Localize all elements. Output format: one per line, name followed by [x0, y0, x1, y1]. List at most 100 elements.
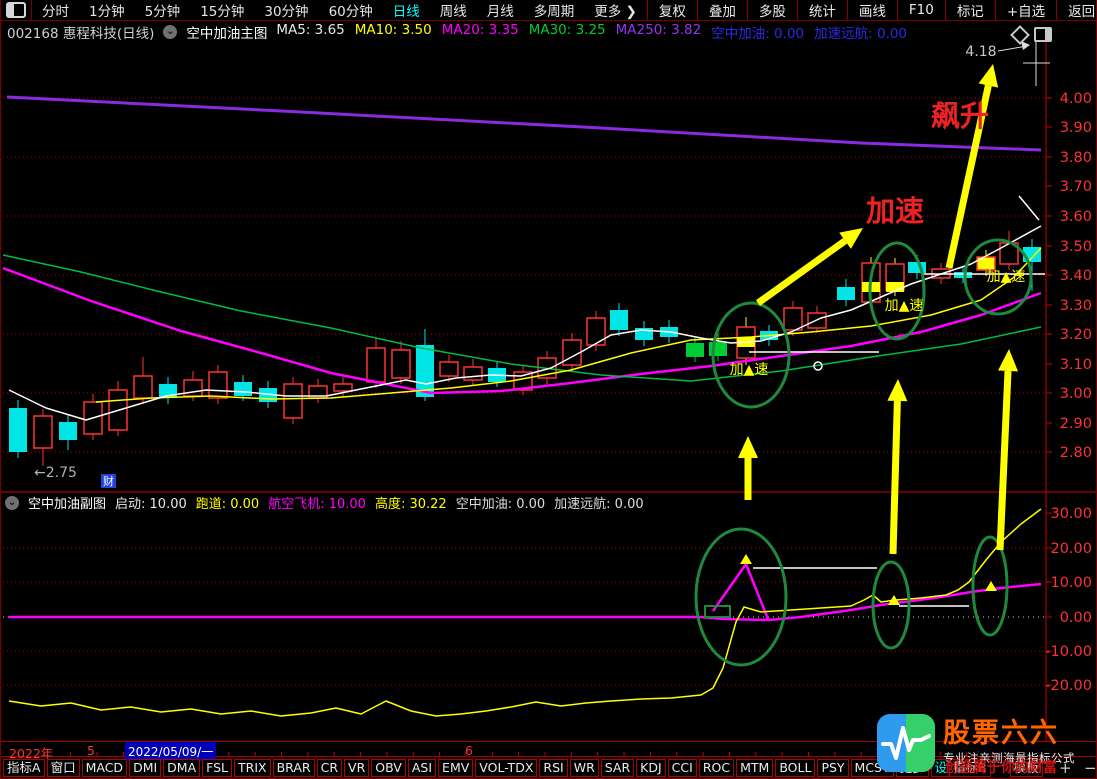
annotation-arrowhead [978, 64, 999, 88]
indicator-tab[interactable]: WR [569, 759, 599, 777]
ma-value: MA250: 3.82 [615, 22, 702, 38]
right-tabbar: 指标B 模板 [949, 759, 1043, 777]
period-menu-item[interactable]: 日线 [392, 4, 420, 20]
indicator-tab[interactable]: TRIX [234, 759, 271, 777]
ma-value: MA10: 3.50 [354, 22, 432, 38]
period-menu-item[interactable]: 60分钟 [328, 4, 373, 20]
chevron-down-circle-icon[interactable]: ⌄ [163, 25, 178, 39]
indicator-tab[interactable]: MACD [81, 759, 128, 777]
indicator-tab[interactable]: 窗口 [46, 759, 80, 777]
axis-label: 3.30 [1060, 298, 1092, 314]
indicator-tab[interactable]: ASI [407, 759, 437, 777]
indicator-tab[interactable]: 模板 [1009, 759, 1043, 777]
panel-layout-icon[interactable] [1034, 27, 1052, 42]
indicator-tab[interactable]: BRAR [272, 759, 315, 777]
indicator-tab[interactable]: CCI [667, 759, 697, 777]
indicator-value: 启动: 10.00 [115, 497, 187, 512]
toolbar-button[interactable]: 返回 [1056, 0, 1096, 20]
ma-value: MA5: 3.65 [276, 22, 345, 38]
indicator-tab[interactable]: KDJ [636, 759, 666, 777]
period-menu-item[interactable]: 周线 [439, 4, 467, 20]
toolbar-button[interactable]: 标记 [944, 0, 995, 20]
indicator-value: 空中加油: 0.00 [455, 497, 546, 512]
annotation-arrowhead [738, 436, 758, 458]
axis-label: 2.80 [1060, 445, 1092, 461]
indicator-tab[interactable]: PSY [817, 759, 849, 777]
axis-label: 3.50 [1060, 239, 1092, 255]
circle-marker [813, 361, 823, 371]
toolbar-button[interactable]: +自选 [994, 0, 1056, 20]
indicator-tab[interactable]: 指标B [949, 759, 991, 777]
indicator-tab[interactable]: OBV [371, 759, 406, 777]
indicator-tab[interactable]: CR [316, 759, 343, 777]
period-menu-item[interactable]: 1分钟 [89, 4, 125, 20]
annotation-arrowhead [998, 349, 1019, 372]
indicator-tab[interactable]: 更多 [895, 759, 929, 777]
toolbar-button[interactable]: 画线 [846, 0, 897, 20]
axis-label: 10.00 [1050, 575, 1092, 591]
indicator-tab[interactable]: VOL-TDX [475, 759, 538, 777]
indicator-tab[interactable]: DMA [163, 759, 201, 777]
axis-label: 3.80 [1060, 150, 1092, 166]
indicator-tab[interactable]: FSL [202, 759, 233, 777]
axis-label: 4.00 [1060, 91, 1092, 107]
toolbar-button[interactable]: F10 [896, 0, 945, 20]
axis-label: 3.00 [1060, 386, 1092, 402]
annotation-arrow [996, 370, 1012, 551]
annotation-arrow [945, 84, 992, 269]
annotation-text: 4.18 [965, 44, 996, 60]
axis-label: 3.20 [1060, 327, 1092, 343]
indicator-value: 跑道: 0.00 [195, 497, 260, 512]
buy-triangle-marker [888, 595, 900, 605]
period-menu-item[interactable]: 更多 ❯ [594, 4, 637, 20]
indicator-tab[interactable]: MCST [850, 759, 894, 777]
period-menu-item[interactable]: 30分钟 [264, 4, 309, 20]
period-menu-item[interactable]: 分时 [42, 4, 69, 20]
annotation-text: 飙升 [931, 99, 989, 133]
top-menubar: 分时 1分钟 5分钟 15分钟 30分钟 60分钟 日线 周线 月线 多周期 更多 ❯ 复权 叠加 多股… [1, 0, 1096, 21]
indicator-tab[interactable]: VR [344, 759, 370, 777]
indicator-tab[interactable]: RSI [539, 759, 568, 777]
toolbar-button[interactable]: 复权 [646, 0, 697, 20]
indicator-tab[interactable]: EMV [438, 759, 474, 777]
period-menu-item[interactable]: 5分钟 [144, 4, 181, 20]
menubar-divider [31, 0, 32, 21]
ma20-line [2, 266, 1042, 395]
axis-label: 3.70 [1060, 179, 1092, 195]
ma30-line [2, 254, 1042, 382]
main-indicator-name: 空中加油主图 [186, 26, 268, 42]
indicator-value: 航空飞机: 10.00 [268, 497, 366, 512]
indicator-value: 加速远航: 0.00 [554, 497, 644, 512]
ma-values: MA5: 3.65 MA10: 3.50 MA20: 3.35 MA30: 3.25 M… [276, 22, 907, 42]
buy-triangle-marker [740, 554, 752, 564]
axis-label: -20.00 [1045, 678, 1092, 694]
period-menu-item[interactable]: 月线 [486, 4, 514, 20]
sub-indicator-name: 空中加油副图 [28, 497, 107, 512]
timeline-axis[interactable]: 2022年 5 2022/05/09/一 6 [1, 741, 1096, 761]
toolbar-button[interactable]: 统计 [796, 0, 847, 20]
toolbar-button[interactable]: 多股 [746, 0, 797, 20]
timeline-month-6: 6 [465, 743, 473, 758]
indicator-tab[interactable]: SAR [600, 759, 635, 777]
ma5-line [8, 225, 1042, 421]
toolbar-button[interactable]: 叠加 [696, 0, 747, 20]
sub-spike-line [711, 562, 770, 620]
zoom-out-button[interactable]: − [1084, 759, 1097, 777]
candles [9, 231, 1041, 466]
indicator-tab[interactable]: DMI [129, 759, 162, 777]
highlight-ellipse [963, 238, 1033, 316]
main-chart-header: 002168 惠程科技(日线) ⌄ 空中加油主图 MA5: 3.65 MA10: … [7, 22, 907, 42]
indicator-tab[interactable]: MTM [736, 759, 774, 777]
callout-arrowhead [1021, 41, 1030, 50]
chevron-down-circle-icon[interactable]: ⌄ [5, 495, 19, 510]
indicator-tab[interactable]: ROC [698, 759, 735, 777]
period-menu-item[interactable]: 15分钟 [200, 4, 245, 20]
indicator-tab[interactable]: 指标A [3, 759, 45, 777]
period-menu-item[interactable]: 多周期 [533, 4, 575, 20]
indicator-tab[interactable]: BOLL [775, 759, 816, 777]
zoom-in-button[interactable]: + [1059, 759, 1072, 777]
axis-label: 3.90 [1060, 120, 1092, 136]
window-toggle-icon[interactable] [6, 2, 26, 18]
highlight-ellipse [711, 301, 791, 409]
